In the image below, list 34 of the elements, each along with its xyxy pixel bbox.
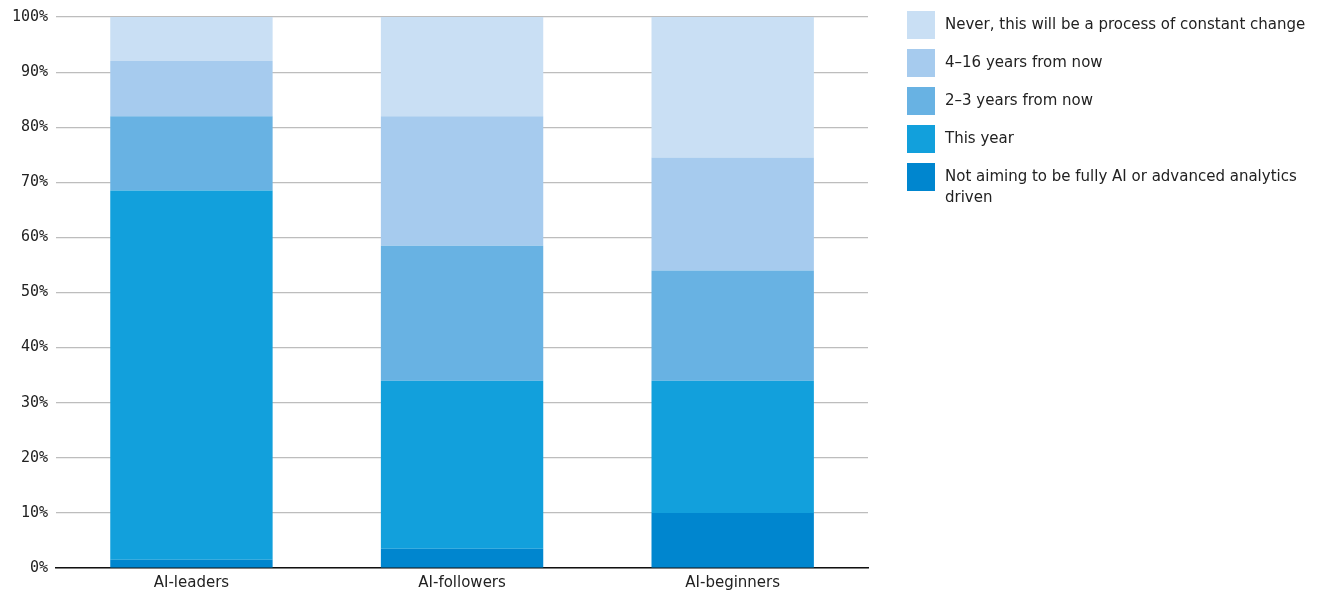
x-tick-label: AI-leaders [153, 572, 230, 591]
bar [651, 270, 814, 381]
y-tick-label: 90% [21, 61, 49, 80]
y-tick-label: 0% [30, 557, 49, 576]
bar [380, 116, 544, 246]
x-tick-label: AI-beginners [685, 572, 781, 591]
y-tick-label: 70% [21, 172, 49, 191]
bar [380, 380, 544, 549]
legend-label: 4–16 years from now [945, 52, 1103, 73]
y-tick-label: 100% [12, 6, 49, 25]
bar [110, 559, 273, 568]
bar [651, 512, 814, 568]
y-tick-label: 20% [21, 447, 49, 466]
y-tick-label: 10% [21, 502, 49, 521]
bar [651, 17, 814, 158]
bar [110, 61, 273, 117]
bar [380, 245, 544, 381]
bar [110, 190, 273, 560]
bar [651, 157, 814, 271]
legend-label: 2–3 years from now [945, 90, 1094, 111]
bar [651, 380, 814, 513]
bar [110, 17, 273, 62]
y-tick-label: 40% [21, 337, 49, 356]
legend-label: Not aiming to be fully AI or advanced analytics driven [945, 166, 1298, 208]
y-tick-label: 60% [21, 227, 49, 246]
bar [380, 548, 544, 568]
y-tick-label: 80% [21, 117, 49, 136]
bar [380, 17, 544, 117]
legend-label: Never, this will be a process of constant change [945, 14, 1306, 35]
y-tick-label: 50% [21, 282, 49, 301]
bar [110, 116, 273, 191]
legend-label: This year [945, 128, 1014, 149]
y-tick-label: 30% [21, 392, 49, 411]
x-tick-label: AI-followers [418, 572, 507, 591]
